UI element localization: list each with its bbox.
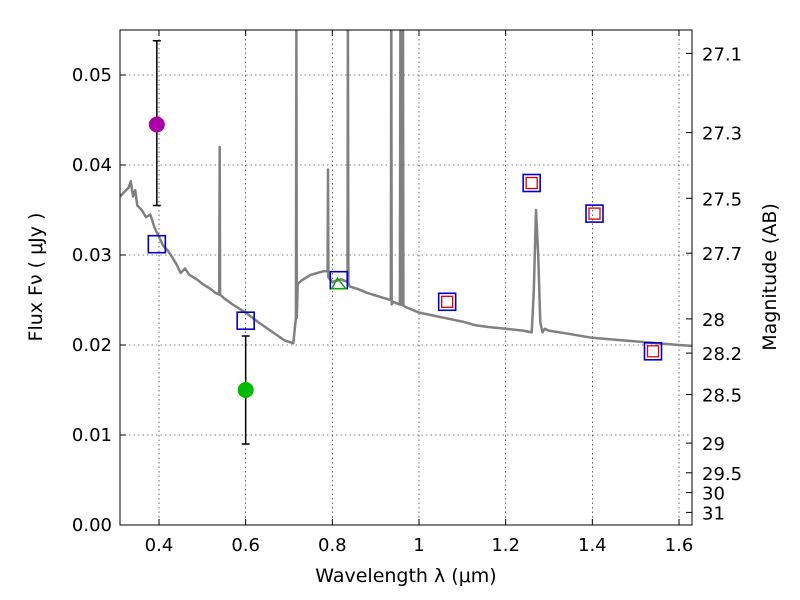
model-photometry-point [437, 292, 457, 312]
red-square-point [646, 345, 660, 358]
y2-tick-label: 28.5 [702, 386, 742, 407]
x-axis-label: Wavelength λ (μm) [315, 565, 496, 587]
y-tick-label: 0.02 [72, 335, 112, 356]
red-square-point [588, 207, 601, 220]
x-tick-label: 1 [413, 535, 424, 556]
axes: 0.4 0.6 0.8 1 1.2 1.4 1.6 0.00 0.01 0.02 0.03 0.04 0… [72, 30, 742, 556]
red-square-point [525, 176, 538, 190]
y-tick-label: 0.04 [72, 155, 112, 176]
x-tick-label: 0.8 [318, 535, 347, 556]
observed-triangle-point [330, 276, 348, 290]
plot-area [120, 30, 692, 445]
y2-tick-label: 27.5 [702, 189, 742, 210]
model-photometry-point [643, 341, 663, 361]
y2-tick-label: 29 [702, 434, 725, 455]
y-axis-label: Flux Fν ( μJy ) [25, 213, 47, 342]
observed-point [237, 382, 254, 398]
plot-frame [119, 29, 693, 526]
x-tick-label: 1.2 [491, 535, 520, 556]
y-tick-label: 0.03 [72, 245, 112, 266]
y2-tick-label: 28 [702, 310, 725, 331]
y-tick-label: 0.05 [72, 65, 112, 86]
y2-axis-label: Magnitude (AB) [759, 203, 781, 351]
y-tick-label: 0.00 [72, 515, 112, 536]
y2-tick-label: 29.5 [702, 464, 742, 485]
x-tick-label: 0.4 [145, 535, 174, 556]
y2-tick-label: 31 [702, 503, 725, 524]
model-photometry-point [585, 204, 604, 223]
model-photometry-point [522, 173, 541, 193]
model-photometry-point [147, 234, 167, 254]
observed-point [148, 116, 165, 133]
y2-tick-label: 30 [702, 484, 725, 505]
y2-tick-label: 28.2 [702, 344, 742, 365]
grid [120, 30, 692, 525]
y2-tick-label: 27.7 [702, 244, 742, 265]
y2-tick-label: 27.1 [702, 44, 742, 65]
model-spectrum-line [120, 30, 692, 348]
red-square-point [441, 295, 454, 308]
y2-tick-label: 27.3 [702, 124, 742, 145]
x-tick-label: 0.6 [231, 535, 260, 556]
y-tick-label: 0.01 [72, 425, 112, 446]
model-photometry-point [236, 311, 255, 331]
x-tick-label: 1.6 [665, 535, 694, 556]
x-tick-label: 1.4 [578, 535, 607, 556]
